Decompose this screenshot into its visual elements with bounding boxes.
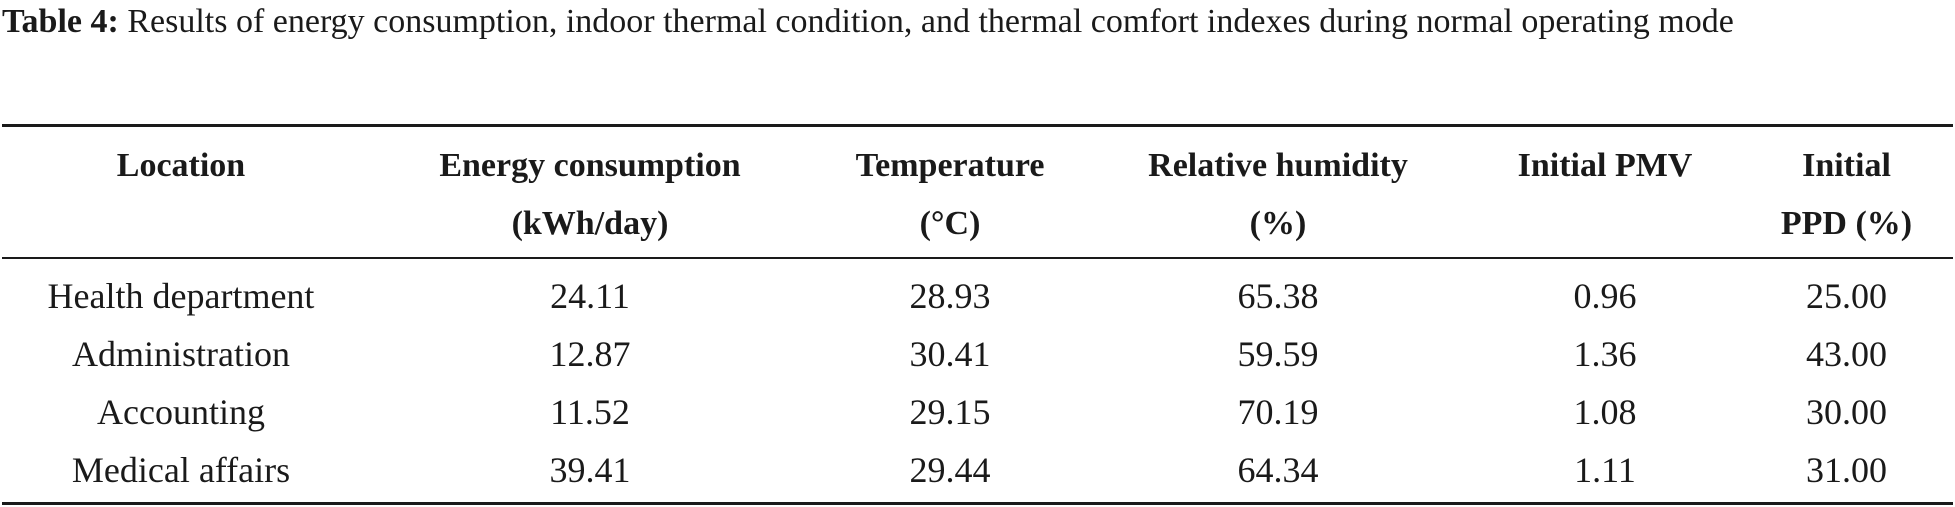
cell-temperature: 29.44 (909, 450, 991, 490)
cell-humidity: 70.19 (1237, 392, 1319, 432)
cell-location: Administration (72, 334, 290, 374)
header-temperature-line2: (°C) (919, 205, 981, 242)
cell-humidity: 65.38 (1237, 276, 1319, 316)
cell-humidity: 64.34 (1237, 450, 1319, 490)
header-humidity-line1: Relative humidity (1148, 147, 1408, 184)
header-pmv-line1: Initial PMV (1517, 147, 1693, 184)
cell-humidity: 59.59 (1237, 334, 1319, 374)
header-humidity: Relative humidity (%) (1098, 137, 1458, 253)
header-energy-line2: (kWh/day) (511, 205, 669, 242)
cell-ppd: 31.00 (1806, 450, 1887, 490)
cell-temperature: 29.15 (909, 392, 991, 432)
cell-temperature: 28.93 (909, 276, 991, 316)
header-energy-line1: Energy consumption (439, 147, 741, 184)
header-location: Location (2, 137, 360, 195)
header-ppd-line2: PPD (%) (1780, 205, 1913, 242)
table-header-rule (2, 257, 1953, 259)
cell-pmv: 1.36 (1573, 334, 1637, 374)
header-temperature-line1: Temperature (855, 147, 1045, 184)
table-caption: Table 4: Results of energy consumption, … (2, 0, 1952, 44)
cell-ppd: 25.00 (1806, 276, 1887, 316)
cell-energy: 12.87 (549, 334, 631, 374)
cell-pmv: 1.08 (1573, 392, 1637, 432)
caption-text: Results of energy consumption, indoor th… (127, 3, 1734, 40)
caption-label: Table 4: (2, 3, 119, 40)
cell-pmv: 0.96 (1573, 276, 1637, 316)
cell-temperature: 30.41 (909, 334, 991, 374)
header-ppd-line1: Initial (1802, 147, 1891, 184)
header-ppd: Initial PPD (%) (1740, 137, 1953, 253)
header-temperature: Temperature (°C) (820, 137, 1080, 253)
cell-pmv: 1.11 (1574, 450, 1636, 490)
cell-energy: 39.41 (549, 450, 631, 490)
cell-energy: 24.11 (550, 276, 630, 316)
table-bottom-rule (2, 502, 1953, 505)
cell-location: Health department (47, 276, 315, 316)
header-energy: Energy consumption (kWh/day) (380, 137, 800, 253)
header-humidity-line2: (%) (1249, 205, 1307, 242)
header-location-line1: Location (116, 147, 246, 184)
cell-ppd: 30.00 (1806, 392, 1887, 432)
cell-location: Medical affairs (71, 450, 291, 490)
cell-ppd: 43.00 (1806, 334, 1887, 374)
cell-location: Accounting (97, 392, 265, 432)
cell-energy: 11.52 (550, 392, 630, 432)
header-pmv: Initial PMV (1470, 137, 1740, 195)
table-top-rule (2, 124, 1953, 127)
